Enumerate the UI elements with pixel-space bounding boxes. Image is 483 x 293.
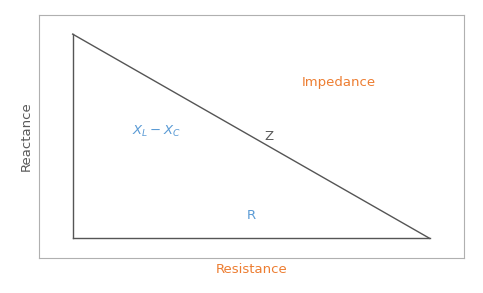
- Text: Impedance: Impedance: [302, 76, 376, 89]
- Y-axis label: Reactance: Reactance: [20, 101, 33, 171]
- Text: $X_L - X_C$: $X_L - X_C$: [132, 124, 181, 139]
- X-axis label: Resistance: Resistance: [215, 263, 287, 276]
- Text: R: R: [247, 209, 256, 222]
- Text: Z: Z: [264, 130, 273, 143]
